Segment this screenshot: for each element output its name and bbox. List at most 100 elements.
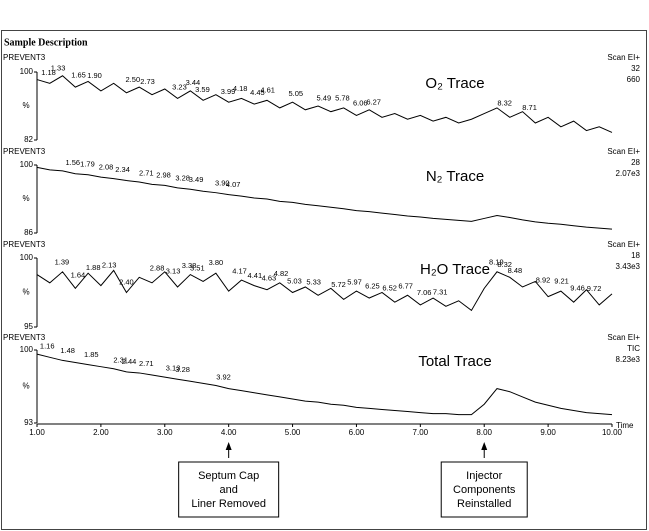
trace xyxy=(36,75,613,133)
peak-label: 2.98 xyxy=(156,170,171,179)
peak-label: 6.27 xyxy=(366,97,381,106)
scan-info: Scan EI+ xyxy=(607,333,640,342)
y-label: % xyxy=(22,101,29,110)
y-tick-label: 82 xyxy=(24,135,33,144)
run-label: PREVENT3 xyxy=(3,240,46,249)
peak-label: 5.72 xyxy=(331,280,346,289)
peak-label: 2.08 xyxy=(99,163,114,172)
annotation-text: Reinstalled xyxy=(457,498,511,510)
scan-info: 2.07e3 xyxy=(616,169,641,178)
peak-label: 4.61 xyxy=(260,86,275,95)
peak-label: 8.19 xyxy=(489,258,504,267)
peak-label: 2.71 xyxy=(139,168,154,177)
peak-label: 3.23 xyxy=(172,82,187,91)
peak-label: 6.25 xyxy=(365,282,380,291)
trace xyxy=(36,166,613,230)
arrow-head xyxy=(225,442,232,450)
x-tick-label: 1.00 xyxy=(29,428,45,437)
peak-label: 3.51 xyxy=(190,263,205,272)
y-label: % xyxy=(22,194,29,203)
peak-label: 1.90 xyxy=(87,71,102,80)
scan-info: 32 xyxy=(631,64,640,73)
peak-label: 5.49 xyxy=(317,94,332,103)
peak-label: 2.44 xyxy=(122,357,137,366)
peak-label: 5.33 xyxy=(306,277,321,286)
peak-label: 2.13 xyxy=(102,261,117,270)
run-label: PREVENT3 xyxy=(3,53,46,62)
peak-label: 8.71 xyxy=(522,103,537,112)
peak-label: 4.82 xyxy=(274,269,289,278)
peak-label: 3.13 xyxy=(166,267,181,276)
scan-info: 18 xyxy=(631,251,640,260)
y-tick-label: 100 xyxy=(20,253,34,262)
peak-label: 2.31 xyxy=(113,355,128,364)
x-tick-label: 5.00 xyxy=(285,428,301,437)
peak-label: 1.79 xyxy=(80,160,95,169)
peak-label: 3.28 xyxy=(175,173,190,182)
y-tick-label: 93 xyxy=(24,418,33,427)
trace-title: H₂O Trace xyxy=(420,261,490,278)
peak-label: 9.46 xyxy=(570,283,585,292)
x-tick-label: 2.00 xyxy=(93,428,109,437)
y-label: % xyxy=(22,288,29,297)
x-tick-label: 8.00 xyxy=(476,428,492,437)
annotation-text: Injector xyxy=(466,470,502,482)
peak-label: 1.18 xyxy=(41,68,56,77)
peak-label: 1.33 xyxy=(51,63,66,72)
run-label: PREVENT3 xyxy=(3,147,46,156)
peak-label: 3.92 xyxy=(216,372,231,381)
run-label: PREVENT3 xyxy=(3,333,46,342)
header: Sample Description xyxy=(4,37,88,48)
peak-label: 2.88 xyxy=(150,263,165,272)
peak-label: 5.05 xyxy=(288,89,303,98)
x-tick-label: 10.00 xyxy=(602,428,623,437)
x-tick-label: 7.00 xyxy=(413,428,429,437)
peak-label: 3.90 xyxy=(215,179,230,188)
peak-label: 2.40 xyxy=(119,277,134,286)
frame xyxy=(1,30,647,530)
peak-label: 6.77 xyxy=(398,281,413,290)
peak-label: 1.88 xyxy=(86,263,101,272)
scan-info: 8.23e3 xyxy=(616,355,641,364)
trace-title: N₂ Trace xyxy=(426,168,484,185)
peak-label: 7.06 xyxy=(417,288,432,297)
annotation-box xyxy=(440,461,528,518)
y-tick-label: 86 xyxy=(24,228,33,237)
peak-label: 1.16 xyxy=(40,342,55,351)
peak-label: 6.52 xyxy=(382,283,397,292)
annotation-text: Components xyxy=(453,484,516,496)
scan-info: 3.43e3 xyxy=(616,262,641,271)
peak-label: 7.31 xyxy=(433,288,448,297)
peak-label: 2.34 xyxy=(115,165,130,174)
peak-label: 2.50 xyxy=(126,75,141,84)
peak-label: 2.73 xyxy=(140,77,155,86)
trace-title: Total Trace xyxy=(418,353,491,370)
arrow-head xyxy=(481,442,488,450)
peak-label: 1.85 xyxy=(84,350,99,359)
scan-info: Scan EI+ xyxy=(607,147,640,156)
peak-label: 4.41 xyxy=(248,271,263,280)
peak-label: 1.48 xyxy=(60,346,75,355)
peak-label: 6.06 xyxy=(353,99,368,108)
peak-label: 4.63 xyxy=(262,274,277,283)
trace xyxy=(36,353,613,416)
annotation-text: Liner Removed xyxy=(191,498,266,510)
peak-label: 9.72 xyxy=(587,284,602,293)
peak-label: 8.92 xyxy=(536,276,551,285)
peak-label: 3.28 xyxy=(175,365,190,374)
x-tick-label: 6.00 xyxy=(349,428,365,437)
peak-label: 4.07 xyxy=(226,180,241,189)
x-label: Time xyxy=(616,421,634,430)
y-tick-label: 95 xyxy=(24,322,33,331)
peak-label: 5.78 xyxy=(335,93,350,102)
scan-info: 28 xyxy=(631,158,640,167)
peak-label: 4.17 xyxy=(232,267,247,276)
peak-label: 3.49 xyxy=(189,175,204,184)
peak-label: 3.44 xyxy=(186,78,201,87)
annotation-text: Septum Cap xyxy=(198,470,259,482)
trace-title: O₂ Trace xyxy=(425,75,484,92)
peak-label: 3.80 xyxy=(209,258,224,267)
peak-label: 9.21 xyxy=(554,277,569,286)
peak-label: 1.56 xyxy=(65,158,80,167)
